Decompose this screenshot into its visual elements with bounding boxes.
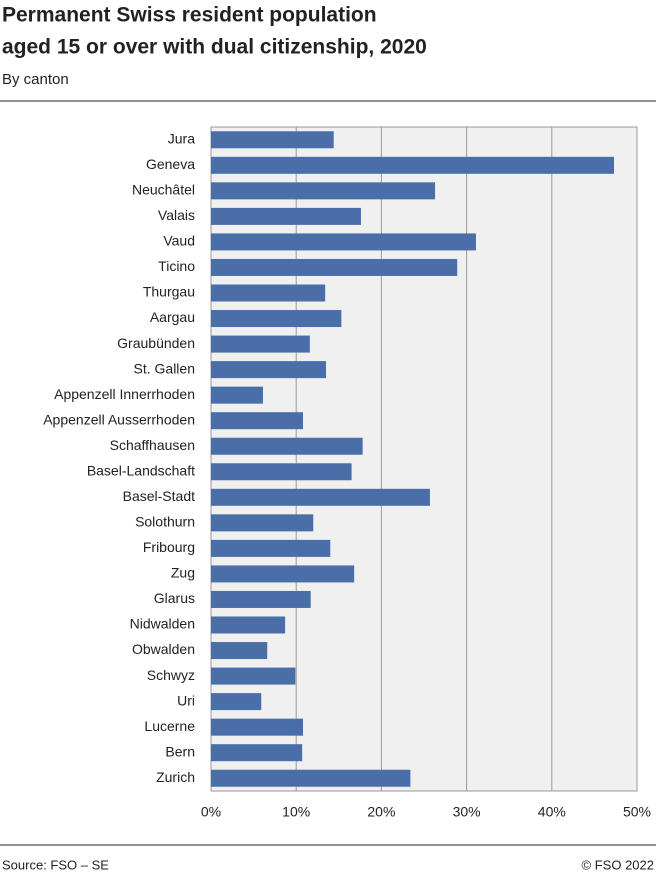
x-tick-label: 0% — [201, 804, 221, 820]
bar — [211, 207, 361, 225]
y-tick-label: Glarus — [154, 590, 195, 606]
y-tick-label: Ticino — [158, 258, 195, 274]
bar — [211, 156, 614, 174]
y-tick-label: Solothurn — [135, 514, 195, 530]
bar — [211, 131, 334, 149]
y-tick-label: Zurich — [156, 769, 195, 785]
bar — [211, 539, 331, 557]
x-tick-label: 10% — [282, 804, 310, 820]
y-tick-label: Vaud — [163, 233, 195, 249]
bar — [211, 412, 304, 430]
y-tick-label: Basel-Stadt — [123, 488, 195, 504]
bar — [211, 437, 363, 455]
source: Source: FSO – SE — [2, 857, 109, 872]
bar — [211, 514, 314, 532]
y-tick-label: Aargau — [150, 309, 195, 325]
plot-area — [210, 126, 638, 792]
y-tick-label: Geneva — [146, 156, 195, 172]
y-tick-label: Zug — [171, 565, 195, 581]
bar — [211, 310, 342, 328]
chart-title: aged 15 or over with dual citizenship, 2… — [2, 36, 427, 59]
x-tick-label: 30% — [453, 804, 481, 820]
y-tick-label: Lucerne — [144, 718, 195, 734]
y-tick-label: Schaffhausen — [110, 437, 195, 453]
bar — [211, 386, 263, 404]
y-tick-label: Schwyz — [147, 667, 195, 683]
bar — [211, 182, 436, 200]
y-tick-label: St. Gallen — [134, 360, 195, 376]
bar — [211, 642, 268, 660]
bar — [211, 335, 310, 353]
y-tick-label: Nidwalden — [130, 616, 195, 632]
bar — [211, 590, 311, 608]
bar — [211, 667, 296, 685]
credit: © FSO 2022 — [582, 857, 654, 872]
bar — [211, 769, 411, 787]
bar — [211, 718, 304, 736]
y-tick-label: Uri — [177, 692, 195, 708]
y-tick-label: Obwalden — [132, 641, 195, 657]
y-tick-label: Appenzell Innerrhoden — [54, 386, 195, 402]
y-tick-label: Graubünden — [117, 335, 195, 351]
y-tick-label: Jura — [168, 130, 195, 146]
chart-title: Permanent Swiss resident population — [2, 4, 377, 27]
bar — [211, 693, 262, 711]
bar — [211, 565, 355, 583]
y-tick-label: Appenzell Ausserrhoden — [43, 411, 195, 427]
bar — [211, 233, 476, 251]
bar — [211, 258, 458, 276]
chart-subtitle: By canton — [2, 71, 69, 88]
x-tick-label: 50% — [623, 804, 651, 820]
x-tick-label: 40% — [538, 804, 566, 820]
bar — [211, 744, 303, 762]
y-tick-label: Thurgau — [143, 284, 195, 300]
bar — [211, 463, 352, 481]
y-tick-label: Fribourg — [143, 539, 195, 555]
bar — [211, 284, 326, 302]
y-tick-label: Basel-Landschaft — [87, 462, 195, 478]
bar — [211, 488, 430, 506]
y-tick-label: Bern — [165, 743, 195, 759]
y-tick-label: Neuchâtel — [132, 182, 195, 198]
bar — [211, 616, 286, 634]
bar — [211, 361, 327, 379]
y-tick-label: Valais — [158, 207, 195, 223]
x-tick-label: 20% — [367, 804, 395, 820]
